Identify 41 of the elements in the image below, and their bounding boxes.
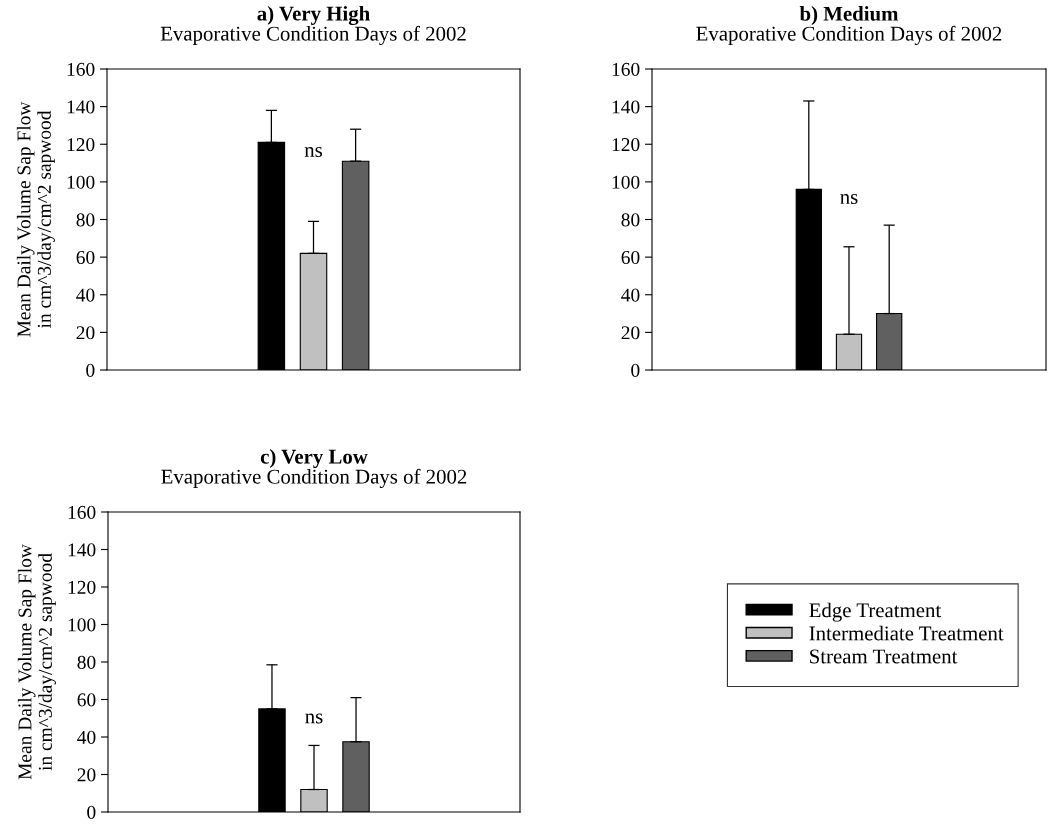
y-tick-label: 20 bbox=[621, 326, 640, 340]
y-tick-label: 40 bbox=[621, 288, 640, 302]
chart-subtitle: Evaporative Condition Days of 2002 bbox=[161, 468, 467, 488]
annotation: ns bbox=[304, 147, 323, 158]
y-tick-label: 140 bbox=[612, 100, 640, 114]
y-axis-title: Mean Daily Volume Sap Flow in cm^3/day/cm^2 sapwood bbox=[17, 544, 56, 780]
chart-subtitle: Evaporative Condition Days of 2002 bbox=[696, 25, 1002, 45]
y-tick-label: 80 bbox=[76, 213, 95, 227]
legend-label: Stream Treatment bbox=[810, 649, 958, 664]
chart-subtitle: Evaporative Condition Days of 2002 bbox=[160, 25, 466, 45]
y-tick-label: 20 bbox=[76, 326, 95, 340]
y-tick-label: 60 bbox=[621, 250, 640, 265]
y-tick-label: 0 bbox=[87, 805, 96, 819]
y-tick-label: 0 bbox=[631, 363, 640, 377]
y-tick-label: 40 bbox=[76, 288, 95, 302]
y-tick-label: 120 bbox=[68, 580, 96, 594]
y-tick-label: 160 bbox=[67, 62, 95, 76]
chart-title: c) Very Low bbox=[260, 449, 368, 468]
annotation: ns bbox=[840, 194, 858, 205]
y-tick-label: 20 bbox=[77, 768, 96, 782]
y-tick-label: 100 bbox=[612, 175, 640, 189]
legend-label: Edge Treatment bbox=[809, 602, 942, 622]
y-axis-title: Mean Daily Volume Sap Flow in cm^3/day/cm^2 sapwood bbox=[16, 101, 55, 337]
y-tick-label: 120 bbox=[67, 138, 95, 152]
y-tick-label: 100 bbox=[68, 618, 96, 632]
y-tick-label: 60 bbox=[76, 250, 95, 265]
y-tick-label: 0 bbox=[86, 363, 95, 377]
y-tick-label: 160 bbox=[612, 62, 640, 76]
legend-label: Intermediate Treatment bbox=[809, 625, 1004, 641]
y-tick-label: 140 bbox=[68, 543, 96, 557]
y-tick-label: 40 bbox=[77, 730, 96, 744]
chart-title: b) Medium bbox=[799, 6, 899, 25]
y-tick-label: 80 bbox=[621, 213, 640, 227]
y-tick-label: 160 bbox=[68, 505, 96, 519]
y-tick-label: 120 bbox=[612, 138, 640, 152]
annotation: ns bbox=[305, 713, 323, 724]
y-tick-label: 140 bbox=[67, 100, 95, 114]
y-tick-label: 80 bbox=[77, 655, 96, 669]
chart-title: a) Very High bbox=[257, 5, 370, 25]
y-tick-label: 100 bbox=[67, 175, 95, 189]
y-tick-label: 60 bbox=[77, 693, 96, 707]
